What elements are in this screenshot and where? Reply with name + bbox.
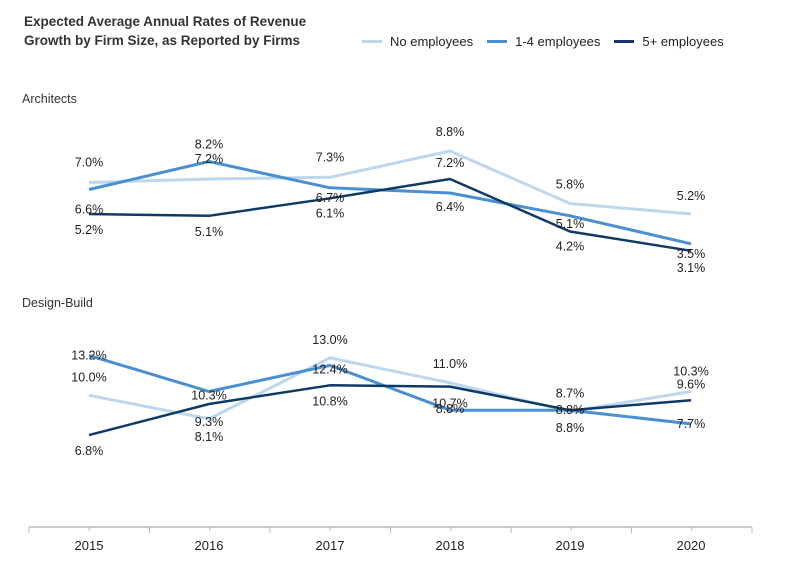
- x-tick-label-2018: 2018: [436, 538, 465, 553]
- design-build-data-label-1-4-employees-2017: 12.4%: [312, 362, 347, 376]
- legend-swatch-1-4-employees: [487, 40, 508, 43]
- legend-label-5-plus-employees: 5+ employees: [642, 34, 724, 49]
- design-build-series-5-plus-employees-line: [88, 384, 692, 437]
- design-build-data-label-no-employees-2018: 11.0%: [433, 357, 468, 371]
- design-build-data-label-1-4-employees-2016: 10.3%: [191, 389, 226, 403]
- design-build-data-label-5-plus-employees-2015: 6.8%: [75, 444, 104, 458]
- architects-data-label-5-plus-employees-2019: 4.2%: [556, 240, 585, 254]
- design-build-data-label-no-employees-2017: 13.0%: [312, 333, 347, 347]
- legend-item-1-4-employees: 1-4 employees: [487, 34, 600, 49]
- design-build-data-label-5-plus-employees-2020: 9.6%: [677, 377, 706, 391]
- x-tick-label-2016: 2016: [195, 538, 224, 553]
- architects-data-label-1-4-employees-2018: 6.4%: [436, 200, 465, 214]
- x-tick-label-2017: 2017: [316, 538, 345, 553]
- architects-data-label-5-plus-employees-2020: 3.1%: [677, 261, 706, 275]
- chart-title-line-2: Growth by Firm Size, as Reported by Firm…: [24, 33, 301, 48]
- architects-data-label-1-4-employees-2019: 5.1%: [556, 217, 585, 231]
- architects-data-label-no-employees-2019: 5.8%: [556, 178, 585, 192]
- architects-data-label-5-plus-employees-2015: 5.2%: [75, 223, 104, 237]
- design-build-data-label-1-4-employees-2018: 8.8%: [436, 402, 465, 416]
- x-tick-label-2020: 2020: [677, 538, 706, 553]
- legend-swatch-no-employees: [362, 40, 382, 43]
- chart-title: Expected Average Annual Rates of Revenue…: [24, 12, 306, 50]
- architects-data-label-no-employees-2015: 7.0%: [75, 156, 104, 170]
- legend-item-5-plus-employees: 5+ employees: [614, 34, 724, 49]
- architects-data-label-no-employees-2016: 7.2%: [195, 152, 224, 166]
- design-build-data-label-1-4-employees-2015: 13.2%: [71, 348, 106, 362]
- architects-data-label-5-plus-employees-2018: 7.2%: [436, 156, 465, 170]
- design-build-data-label-no-employees-2019: 8.7%: [556, 387, 585, 401]
- legend-label-no-employees: No employees: [390, 34, 474, 49]
- design-build-data-label-5-plus-employees-2019: 8.8%: [556, 421, 585, 435]
- design-build-series-1-4-employees-line: [88, 353, 692, 426]
- architects-data-label-no-employees-2020: 5.2%: [677, 189, 706, 203]
- panel-label-architects: Architects: [22, 92, 77, 106]
- chart-title-line-1: Expected Average Annual Rates of Revenue: [24, 14, 307, 29]
- legend: No employees 1-4 employees 5+ employees: [362, 34, 724, 49]
- design-build-data-label-5-plus-employees-2018: 10.7%: [432, 397, 467, 411]
- design-build-data-label-1-4-employees-2019: 8.8%: [556, 403, 585, 417]
- architects-series-5-plus-employees-line: [88, 177, 692, 253]
- architects-data-label-5-plus-employees-2017: 6.1%: [316, 206, 345, 220]
- architects-data-label-1-4-employees-2020: 3.5%: [677, 247, 706, 261]
- architects-series-1-4-employees-line: [88, 160, 692, 246]
- design-build-data-label-1-4-employees-2020: 7.7%: [677, 417, 706, 431]
- design-build-data-label-no-employees-2020: 10.3%: [673, 365, 708, 379]
- design-build-data-label-5-plus-employees-2017: 10.8%: [312, 394, 347, 408]
- x-tick-label-2019: 2019: [556, 538, 585, 553]
- architects-data-label-5-plus-employees-2016: 5.1%: [195, 225, 224, 239]
- architects-data-label-1-4-employees-2015: 6.6%: [75, 203, 104, 217]
- legend-item-no-employees: No employees: [362, 34, 473, 49]
- legend-swatch-5-plus-employees: [614, 40, 635, 43]
- architects-data-label-no-employees-2017: 7.3%: [316, 150, 345, 164]
- architects-data-label-1-4-employees-2016: 8.2%: [195, 138, 224, 152]
- architects-data-label-no-employees-2018: 8.8%: [436, 125, 465, 139]
- architects-series-no-employees-line: [88, 149, 692, 216]
- x-tick-label-2015: 2015: [75, 538, 104, 553]
- design-build-data-label-5-plus-employees-2016: 9.3%: [195, 415, 224, 429]
- panel-label-design-build: Design-Build: [22, 296, 93, 310]
- legend-label-1-4-employees: 1-4 employees: [515, 34, 601, 49]
- architects-data-label-1-4-employees-2017: 6.7%: [316, 191, 345, 205]
- design-build-data-label-no-employees-2015: 10.0%: [71, 370, 106, 384]
- design-build-data-label-no-employees-2016: 8.1%: [195, 430, 224, 444]
